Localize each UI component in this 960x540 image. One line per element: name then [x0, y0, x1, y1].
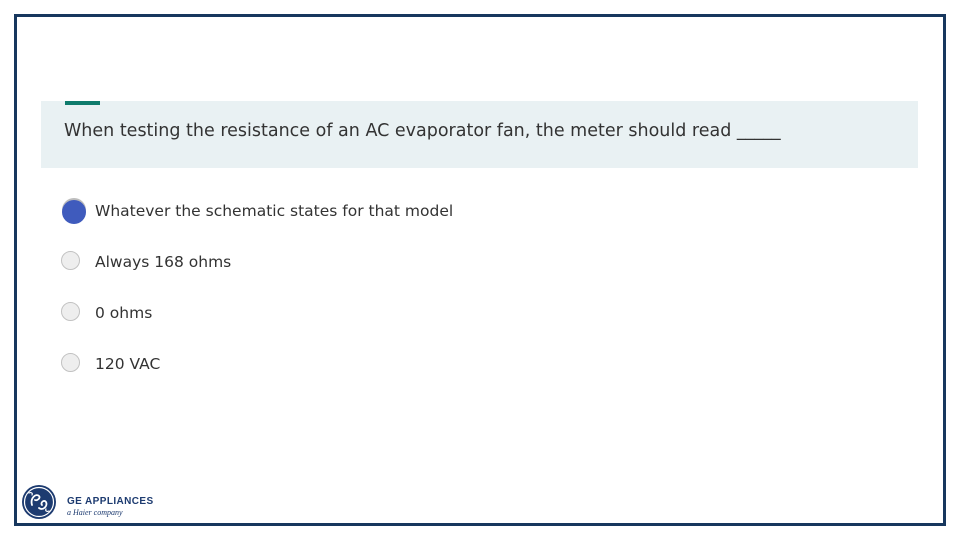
- answer-label: 120 VAC: [95, 355, 161, 373]
- logo-name: GE APPLIANCES: [67, 496, 154, 507]
- radio-button-selected[interactable]: [62, 200, 86, 224]
- question-accent-bar: [65, 101, 100, 105]
- answer-label: 0 ohms: [95, 304, 153, 322]
- radio-button[interactable]: [61, 302, 80, 321]
- question-panel: When testing the resistance of an AC eva…: [41, 101, 918, 168]
- answer-label: Whatever the schematic states for that m…: [95, 202, 454, 220]
- answer-label: Always 168 ohms: [95, 253, 232, 271]
- radio-button[interactable]: [61, 251, 80, 270]
- radio-button[interactable]: [61, 353, 80, 372]
- logo-tagline: a Haier company: [67, 508, 123, 517]
- quiz-slide: When testing the resistance of an AC eva…: [14, 14, 946, 526]
- question-text: When testing the resistance of an AC eva…: [64, 121, 781, 141]
- ge-appliances-logo: GE APPLIANCES a Haier company: [21, 484, 181, 520]
- ge-monogram-icon: [22, 485, 56, 519]
